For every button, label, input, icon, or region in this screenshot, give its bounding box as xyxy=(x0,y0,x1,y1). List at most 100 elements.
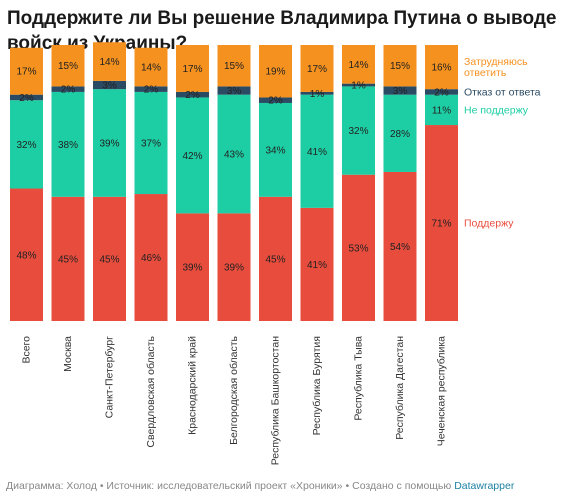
value-label-не-поддержу-1: 38% xyxy=(58,140,78,151)
bar-затрудняюсь-ответить-3 xyxy=(134,47,168,87)
bar-поддержу-0 xyxy=(10,188,43,321)
value-label-отказ-от-ответа-6: 2% xyxy=(268,96,283,107)
bar-поддержу-4 xyxy=(176,213,209,321)
bar-не-поддержу-4 xyxy=(176,97,209,214)
x-tick-label-2: Санкт-Петербург xyxy=(104,336,116,419)
bar-отказ-от-ответа-4 xyxy=(176,91,209,98)
x-tick-label-5: Белгородская область xyxy=(228,335,240,444)
datawrapper-link[interactable]: Datawrapper xyxy=(454,480,515,492)
value-label-отказ-от-ответа-9: 3% xyxy=(393,86,408,97)
value-label-поддержу-8: 53% xyxy=(348,243,368,254)
value-label-поддержу-9: 54% xyxy=(390,242,410,253)
value-label-не-поддержу-7: 41% xyxy=(307,147,327,158)
bar-отказ-от-ответа-6 xyxy=(259,97,292,103)
value-label-затрудняюсь-ответить-9: 15% xyxy=(390,61,410,72)
bar-поддержу-8 xyxy=(342,174,375,321)
value-labels-group: 48% 32% 2% 17% 45% 38% 2% 15% 45% 39% 3% 14% 46% 37% 2… xyxy=(16,57,451,274)
bar-отказ-от-ответа-9 xyxy=(383,86,417,95)
bar-затрудняюсь-ответить-6 xyxy=(259,45,292,98)
value-label-поддержу-5: 39% xyxy=(224,263,244,274)
bar-затрудняюсь-ответить-4 xyxy=(176,45,209,92)
bar-отказ-от-ответа-10 xyxy=(425,89,458,95)
value-label-не-поддержу-10: 11% xyxy=(432,105,451,116)
value-label-отказ-от-ответа-4: 2% xyxy=(185,90,200,101)
bar-не-поддержу-10 xyxy=(425,94,458,126)
bar-не-поддержу-7 xyxy=(300,94,334,208)
value-label-отказ-от-ответа-7: 1% xyxy=(310,89,325,100)
bar-отказ-от-ответа-1 xyxy=(51,86,85,92)
bar-затрудняюсь-ответить-8 xyxy=(342,45,375,84)
bar-затрудняюсь-ответить-0 xyxy=(10,47,43,95)
value-label-отказ-от-ответа-10: 2% xyxy=(434,87,449,98)
value-label-не-поддержу-5: 43% xyxy=(224,150,244,161)
x-tick-label-8: Республика Тыва xyxy=(353,336,365,421)
value-label-не-поддержу-0: 32% xyxy=(16,140,36,151)
value-label-не-поддержу-8: 32% xyxy=(348,126,368,137)
legend-label-поддержу: Поддержу xyxy=(464,218,514,230)
bar-поддержу-2 xyxy=(93,196,126,321)
bar-затрудняюсь-ответить-10 xyxy=(425,45,458,90)
bar-поддержу-6 xyxy=(259,196,292,321)
bar-не-поддержу-5 xyxy=(217,94,251,214)
x-tick-label-9: Республика Дагестан xyxy=(394,336,406,440)
value-label-затрудняюсь-ответить-0: 17% xyxy=(16,67,36,78)
bar-не-поддержу-6 xyxy=(259,102,292,197)
bar-поддержу-9 xyxy=(383,171,417,321)
value-label-не-поддержу-4: 42% xyxy=(182,151,202,162)
legend-label-отказ-от-ответа: Отказ от ответа xyxy=(464,86,541,98)
value-label-отказ-от-ответа-2: 3% xyxy=(102,81,117,92)
value-label-поддержу-7: 41% xyxy=(307,260,327,271)
bar-затрудняюсь-ответить-5 xyxy=(217,45,251,87)
bar-отказ-от-ответа-5 xyxy=(217,86,251,95)
legend-label-не-поддержу: Не поддержу xyxy=(464,104,529,116)
footer-text: Диаграмма: Холод • Источник: исследовате… xyxy=(6,480,452,492)
value-label-поддержу-10: 71% xyxy=(431,219,451,230)
bar-отказ-от-ответа-3 xyxy=(134,86,168,92)
bar-поддержу-7 xyxy=(300,207,334,321)
legend-group: Поддержу Не поддержу Отказ от ответа Затруд… xyxy=(464,56,541,229)
bar-не-поддержу-0 xyxy=(10,100,43,189)
bar-отказ-от-ответа-0 xyxy=(10,94,43,101)
bar-не-поддержу-8 xyxy=(342,86,375,175)
value-label-затрудняюсь-ответить-3: 14% xyxy=(141,63,161,74)
value-label-отказ-от-ответа-1: 2% xyxy=(61,85,76,96)
value-label-затрудняюсь-ответить-10: 16% xyxy=(431,63,451,74)
x-tick-label-3: Свердловская область xyxy=(145,335,157,447)
value-label-поддержу-4: 39% xyxy=(182,263,202,274)
value-label-отказ-от-ответа-5: 3% xyxy=(227,86,242,97)
value-label-затрудняюсь-ответить-5: 15% xyxy=(224,61,244,72)
value-label-затрудняюсь-ответить-8: 14% xyxy=(348,60,368,71)
bar-поддержу-3 xyxy=(134,194,168,321)
x-tick-label-1: Москва xyxy=(62,336,74,372)
bar-отказ-от-ответа-7 xyxy=(300,91,334,95)
value-label-поддержу-1: 45% xyxy=(58,254,78,265)
value-label-затрудняюсь-ответить-1: 15% xyxy=(58,61,78,72)
bar-поддержу-1 xyxy=(51,196,85,321)
bar-не-поддержу-1 xyxy=(51,91,85,197)
x-tick-label-4: Краснодарский край xyxy=(187,336,199,435)
bar-затрудняюсь-ответить-1 xyxy=(51,45,85,87)
footer: Диаграмма: Холод • Источник: исследовате… xyxy=(6,480,562,492)
value-label-не-поддержу-6: 34% xyxy=(265,145,285,156)
value-label-поддержу-6: 45% xyxy=(265,254,285,265)
x-tick-label-7: Республика Бурятия xyxy=(311,336,323,435)
value-label-не-поддержу-9: 28% xyxy=(390,129,410,140)
value-label-затрудняюсь-ответить-7: 17% xyxy=(307,64,327,75)
legend-label-затрудняюсь-ответить: Затрудняюсь ответить xyxy=(464,56,528,79)
bar-затрудняюсь-ответить-9 xyxy=(383,45,417,87)
x-tick-label-6: Республика Башкортостан xyxy=(270,336,282,465)
value-label-затрудняюсь-ответить-6: 19% xyxy=(265,67,285,78)
bar-отказ-от-ответа-2 xyxy=(93,80,126,90)
bar-не-поддержу-9 xyxy=(383,94,417,172)
x-tick-label-10: Чеченская республика xyxy=(436,336,448,446)
bar-отказ-от-ответа-8 xyxy=(342,83,375,87)
value-label-не-поддержу-3: 37% xyxy=(141,138,161,149)
value-label-затрудняюсь-ответить-2: 14% xyxy=(99,57,119,68)
bar-не-поддержу-2 xyxy=(93,89,126,197)
value-label-отказ-от-ответа-8: 1% xyxy=(351,81,366,92)
bar-поддержу-10 xyxy=(425,125,458,321)
value-label-поддержу-0: 48% xyxy=(16,250,36,261)
value-label-отказ-от-ответа-0: 2% xyxy=(19,93,34,104)
bar-затрудняюсь-ответить-7 xyxy=(300,45,334,92)
bar-затрудняюсь-ответить-2 xyxy=(93,42,126,81)
